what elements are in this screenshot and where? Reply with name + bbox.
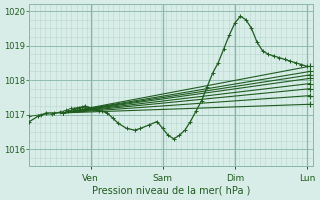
X-axis label: Pression niveau de la mer( hPa ): Pression niveau de la mer( hPa ) — [92, 186, 250, 196]
